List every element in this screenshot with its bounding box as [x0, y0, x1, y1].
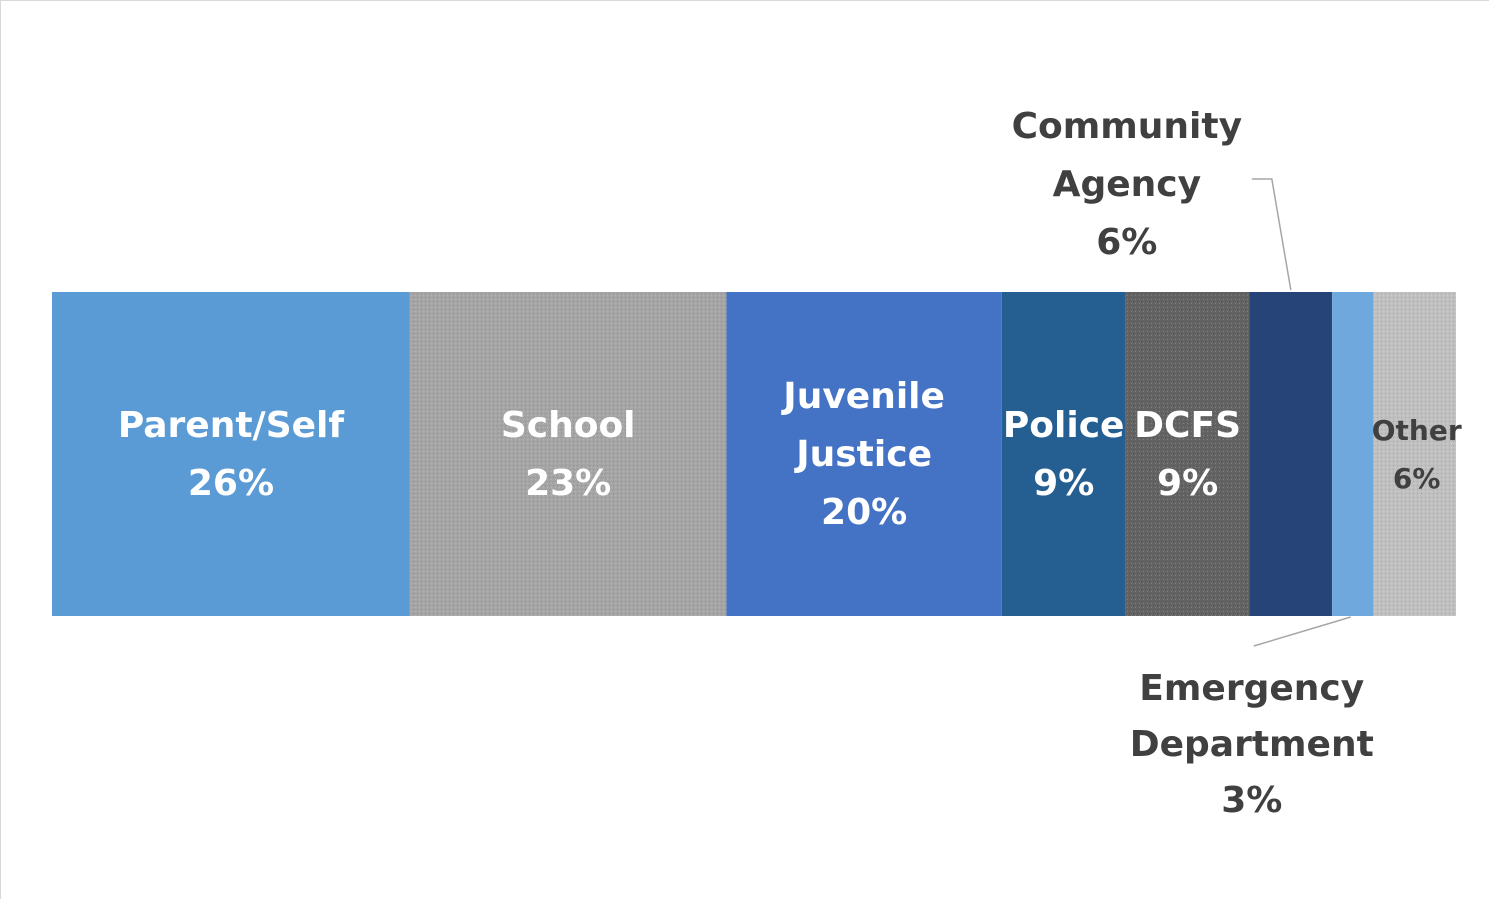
bar-segment-juvenile-justice	[726, 292, 1002, 616]
data-label-parent-self: Parent/Self 26%	[118, 405, 345, 504]
bar-segment-emergency-department	[1332, 292, 1374, 616]
data-label-emergency-department-line: 3%	[1221, 780, 1282, 821]
data-label-parent-self-line: 26%	[188, 463, 274, 504]
data-label-school: School 23%	[501, 405, 636, 504]
bar-segment-texture-other	[1373, 292, 1456, 616]
data-label-community-agency: Community Agency 6%	[1012, 106, 1242, 263]
data-label-emergency-department: Emergency Department 3%	[1130, 668, 1374, 821]
data-label-parent-self-line: Parent/Self	[118, 405, 345, 446]
data-label-school-line: 23%	[525, 463, 611, 504]
leader-line-community-agency	[1251, 178, 1292, 291]
bar-segment-parent-self	[52, 292, 410, 616]
data-label-community-agency-line: Community	[1012, 106, 1242, 147]
data-label-other-line: Other	[1372, 414, 1462, 447]
leader-line-emergency-department	[1253, 616, 1351, 647]
data-label-community-agency-line: Agency	[1053, 164, 1201, 205]
data-label-juvenile-justice: Juvenile Justice 20%	[780, 376, 945, 533]
data-label-emergency-department-line: Emergency	[1139, 668, 1364, 709]
data-label-other: Other 6%	[1372, 414, 1462, 495]
data-label-school-line: School	[501, 405, 636, 446]
data-label-juvenile-justice-line: 20%	[821, 492, 907, 533]
bar-segment-texture-dcfs	[1125, 292, 1250, 616]
data-label-police: Police 9%	[1003, 405, 1125, 504]
data-label-dcfs-line: DCFS	[1134, 405, 1241, 446]
data-label-dcfs-line: 9%	[1157, 463, 1218, 504]
data-label-dcfs: DCFS 9%	[1134, 405, 1241, 504]
data-label-other-line: 6%	[1393, 462, 1441, 495]
data-label-juvenile-justice-line: Justice	[793, 434, 932, 475]
data-label-community-agency-line: 6%	[1096, 222, 1157, 263]
data-label-emergency-department-line: Department	[1130, 724, 1374, 765]
bar-segment-police	[1001, 292, 1126, 616]
bar-segment-community-agency	[1249, 292, 1333, 616]
bar-segment-texture-school	[409, 292, 727, 616]
data-label-juvenile-justice-line: Juvenile	[780, 376, 945, 417]
data-label-police-line: 9%	[1033, 463, 1094, 504]
data-label-police-line: Police	[1003, 405, 1125, 446]
